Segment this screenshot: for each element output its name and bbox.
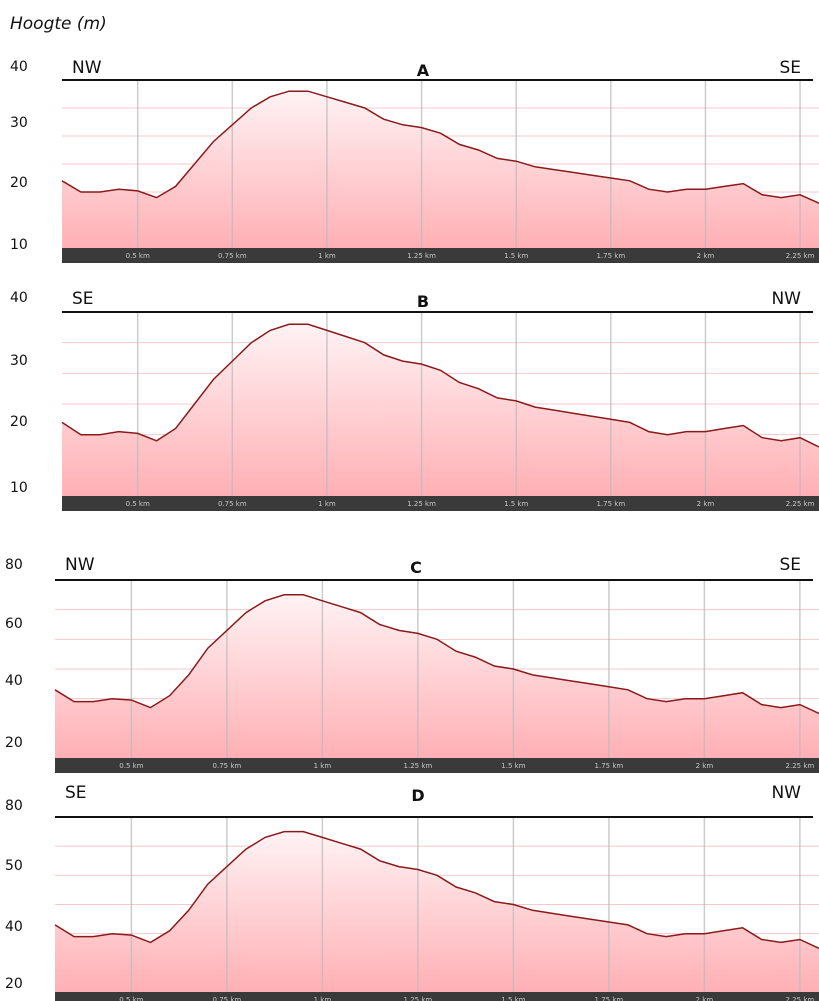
x-tick-label: 0.75 km [218, 252, 247, 260]
x-tick-label: 1.5 km [501, 762, 525, 770]
x-tick-label: 1.5 km [504, 252, 528, 260]
x-tick-label: 1 km [314, 762, 332, 770]
elevation-area-C [55, 594, 819, 758]
y-tick-label: 40 [5, 673, 23, 689]
y-tick-label: 50 [5, 858, 23, 874]
y-tick-label: 10 [10, 237, 28, 253]
direction-label-left: NW [72, 58, 102, 78]
x-tick-label: 1.25 km [407, 252, 436, 260]
x-tick-label: 1 km [314, 996, 332, 1001]
x-tick-label: 2.25 km [786, 762, 815, 770]
direction-label-right: SE [779, 555, 801, 575]
x-tick-label: 1 km [318, 500, 336, 508]
y-tick-label: 40 [10, 59, 28, 75]
elevation-line-C [54, 594, 819, 715]
x-axis-bar [62, 248, 819, 263]
elevation-area-A [62, 91, 819, 248]
x-axis-bar [55, 758, 819, 773]
x-tick-label: 1.5 km [504, 500, 528, 508]
x-tick-label: 2 km [697, 252, 715, 260]
x-tick-label: 2 km [696, 996, 714, 1001]
panel-title: C [410, 558, 422, 577]
y-tick-label: 20 [10, 414, 28, 430]
y-tick-label: 20 [5, 976, 23, 992]
direction-label-left: SE [72, 289, 94, 309]
x-tick-label: 2.25 km [786, 252, 815, 260]
y-tick-label: 40 [10, 290, 28, 306]
x-tick-label: 0.75 km [213, 996, 242, 1001]
y-tick-label: 30 [10, 115, 28, 131]
x-tick-label: 0.5 km [119, 996, 143, 1001]
x-tick-label: 1.25 km [404, 762, 433, 770]
x-tick-label: 0.5 km [126, 252, 150, 260]
y-tick-label: 20 [10, 175, 28, 191]
x-axis-bar [55, 992, 819, 1001]
panel-title: A [417, 61, 430, 80]
y-tick-label: 20 [5, 735, 23, 751]
direction-label-left: SE [65, 783, 87, 803]
x-tick-label: 2.25 km [786, 996, 815, 1001]
x-tick-label: 2.25 km [786, 500, 815, 508]
y-tick-label: 40 [5, 919, 23, 935]
panel-title: B [417, 292, 429, 311]
y-tick-label: 10 [10, 480, 28, 496]
direction-label-right: NW [771, 783, 801, 803]
x-tick-label: 1.75 km [595, 996, 624, 1001]
x-tick-label: 0.75 km [218, 500, 247, 508]
elevation-line-A [61, 90, 819, 204]
direction-label-right: NW [771, 289, 801, 309]
x-tick-label: 1.5 km [501, 996, 525, 1001]
direction-label-left: NW [65, 555, 95, 575]
x-tick-label: 1.75 km [596, 500, 625, 508]
elevation-area-B [62, 324, 819, 496]
x-tick-label: 1.75 km [595, 762, 624, 770]
y-tick-label: 30 [10, 353, 28, 369]
x-tick-label: 0.75 km [213, 762, 242, 770]
x-axis-bar [62, 496, 819, 511]
y-tick-label: 80 [5, 798, 23, 814]
direction-label-right: SE [779, 58, 801, 78]
x-tick-label: 2 km [696, 762, 714, 770]
x-tick-label: 1 km [318, 252, 336, 260]
elevation-area-D [55, 831, 819, 992]
x-tick-label: 0.5 km [126, 500, 150, 508]
panel-title: D [411, 786, 424, 805]
elevation-line-B [61, 323, 819, 448]
x-tick-label: 1.25 km [404, 996, 433, 1001]
x-tick-label: 0.5 km [119, 762, 143, 770]
y-tick-label: 60 [5, 616, 23, 632]
y-axis-label: Hoogte (m) [10, 14, 107, 34]
x-tick-label: 1.75 km [596, 252, 625, 260]
x-tick-label: 1.25 km [407, 500, 436, 508]
y-tick-label: 80 [5, 557, 23, 573]
elevation-line-D [54, 830, 819, 949]
x-tick-label: 2 km [697, 500, 715, 508]
